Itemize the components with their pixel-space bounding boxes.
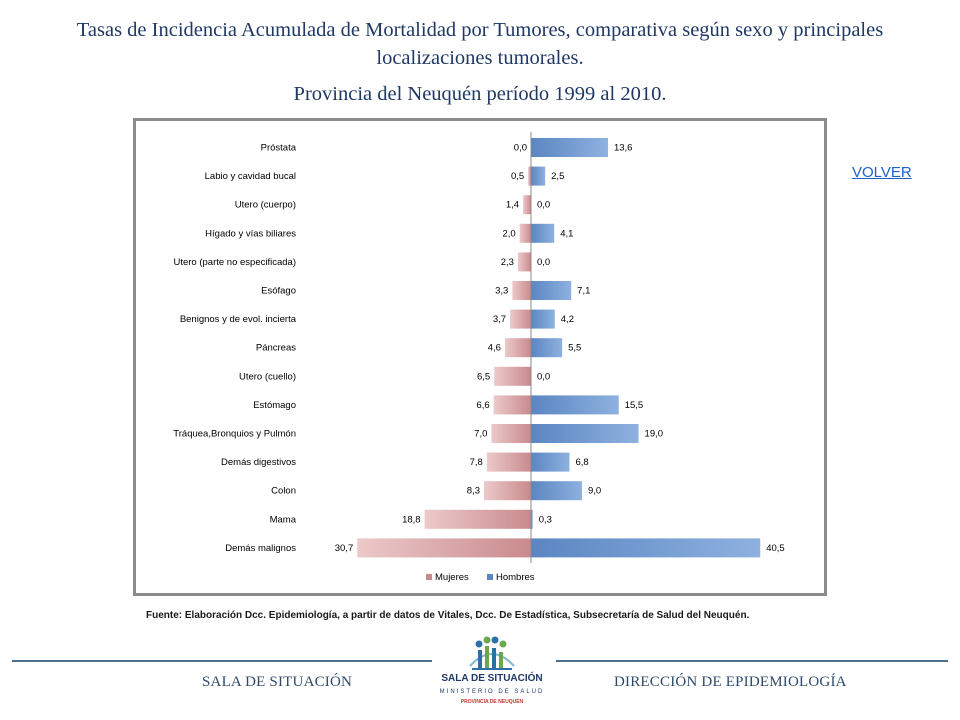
value-label-mujeres: 0,0 xyxy=(514,143,527,154)
category-label: Esófago xyxy=(261,286,296,297)
value-label-hombres: 6,8 xyxy=(575,457,588,468)
bar-mujeres xyxy=(491,424,531,443)
category-label: Utero (cuerpo) xyxy=(235,200,296,211)
legend-label-mujeres: Mujeres xyxy=(435,572,469,583)
bar-mujeres xyxy=(510,309,531,329)
bar-hombres xyxy=(531,509,533,529)
bar-hombres xyxy=(531,166,546,186)
footer-left-text: SALA DE SITUACIÓN xyxy=(202,674,353,690)
value-label-hombres: 0,0 xyxy=(537,371,550,382)
bar-mujeres xyxy=(512,281,531,300)
category-label: Demás digestivos xyxy=(221,457,296,468)
value-label-hombres: 15,5 xyxy=(625,400,644,411)
footer-right-text: DIRECCIÓN DE EPIDEMIOLOGÍA xyxy=(614,674,847,690)
value-label-hombres: 0,3 xyxy=(539,514,552,525)
mortality-butterfly-chart: Próstata 0,0 13,6 Labio y cavidad bucal 0,5 2… xyxy=(173,132,785,583)
value-label-mujeres: 1,4 xyxy=(506,200,519,211)
category-label: Mama xyxy=(270,514,297,525)
bar-mujeres xyxy=(494,366,531,386)
bar-hombres xyxy=(531,281,572,300)
value-label-hombres: 9,0 xyxy=(588,486,601,497)
category-label: Próstata xyxy=(261,143,297,154)
value-label-mujeres: 3,7 xyxy=(493,314,506,325)
footer-divider-right xyxy=(556,660,948,662)
value-label-hombres: 40,5 xyxy=(766,543,785,554)
category-label: Demás malignos xyxy=(225,543,296,554)
bar-mujeres xyxy=(523,195,531,215)
value-label-hombres: 13,6 xyxy=(614,143,633,154)
bar-hombres xyxy=(531,452,570,472)
category-label: Utero (cuello) xyxy=(239,371,296,382)
source-note: Fuente: Elaboración Dcc. Epidemiología, … xyxy=(146,610,750,621)
bar-hombres xyxy=(531,338,563,358)
bar-hombres xyxy=(531,395,619,415)
value-label-mujeres: 8,3 xyxy=(467,486,480,497)
volver-link[interactable]: VOLVER xyxy=(852,164,912,181)
value-label-hombres: 5,5 xyxy=(568,343,581,354)
logo-icon xyxy=(469,636,515,670)
bar-hombres xyxy=(531,223,555,243)
bar-hombres xyxy=(531,424,639,443)
value-label-hombres: 0,0 xyxy=(537,200,550,211)
sala-de-situacion-logo: SALA DE SITUACIÓN MINISTERIO DE SALUD PR… xyxy=(434,634,550,714)
bar-mujeres xyxy=(528,166,531,186)
value-label-mujeres: 7,0 xyxy=(474,429,487,440)
bar-mujeres xyxy=(519,223,531,243)
chart-frame: Próstata 0,0 13,6 Labio y cavidad bucal 0,5 2… xyxy=(133,118,827,596)
value-label-mujeres: 3,3 xyxy=(495,286,508,297)
category-label: Colon xyxy=(271,486,296,497)
value-label-hombres: 7,1 xyxy=(577,286,590,297)
bar-mujeres xyxy=(504,338,531,358)
bar-mujeres xyxy=(424,509,531,529)
value-label-hombres: 19,0 xyxy=(645,429,664,440)
bar-mujeres xyxy=(486,452,531,472)
logo-title: SALA DE SITUACIÓN xyxy=(441,673,543,684)
footer-divider-left xyxy=(12,660,432,662)
value-label-hombres: 0,0 xyxy=(537,257,550,268)
chart-subtitle: Provincia del Neuquén período 1999 al 20… xyxy=(293,83,667,105)
category-label: Labio y cavidad bucal xyxy=(205,171,296,182)
category-label: Páncreas xyxy=(256,343,296,354)
bar-hombres xyxy=(531,538,761,558)
category-label: Benignos y de evol. incierta xyxy=(180,314,297,325)
bar-hombres xyxy=(531,138,608,157)
category-label: Utero (parte no especificada) xyxy=(173,257,296,268)
legend-swatch-mujeres xyxy=(426,574,432,580)
bar-mujeres xyxy=(517,252,531,272)
value-label-mujeres: 18,8 xyxy=(402,514,421,525)
value-label-mujeres: 4,6 xyxy=(488,343,501,354)
legend-label-hombres: Hombres xyxy=(496,572,535,583)
value-label-mujeres: 2,0 xyxy=(502,228,515,239)
category-label: Hígado y vías biliares xyxy=(205,228,296,239)
legend-swatch-hombres xyxy=(487,574,493,580)
bar-mujeres xyxy=(357,538,531,558)
value-label-hombres: 4,2 xyxy=(561,314,574,325)
logo-subtitle: MINISTERIO DE SALUD xyxy=(439,689,545,695)
chart-title: Tasas de Incidencia Acumulada de Mortali… xyxy=(76,19,884,69)
bar-mujeres xyxy=(484,481,531,501)
category-label: Estómago xyxy=(253,400,296,411)
bar-mujeres xyxy=(493,395,531,415)
value-label-hombres: 4,1 xyxy=(560,228,573,239)
value-label-hombres: 2,5 xyxy=(551,171,564,182)
value-label-mujeres: 6,5 xyxy=(477,371,490,382)
logo-subtitle-2: PROVINCIA DE NEUQUÉN xyxy=(460,699,524,705)
bar-hombres xyxy=(531,309,555,329)
category-label: Tráquea,Bronquios y Pulmón xyxy=(173,429,296,440)
bar-hombres xyxy=(531,481,582,501)
value-label-mujeres: 7,8 xyxy=(470,457,483,468)
value-label-mujeres: 6,6 xyxy=(476,400,489,411)
value-label-mujeres: 0,5 xyxy=(511,171,524,182)
value-label-mujeres: 30,7 xyxy=(335,543,354,554)
value-label-mujeres: 2,3 xyxy=(501,257,514,268)
